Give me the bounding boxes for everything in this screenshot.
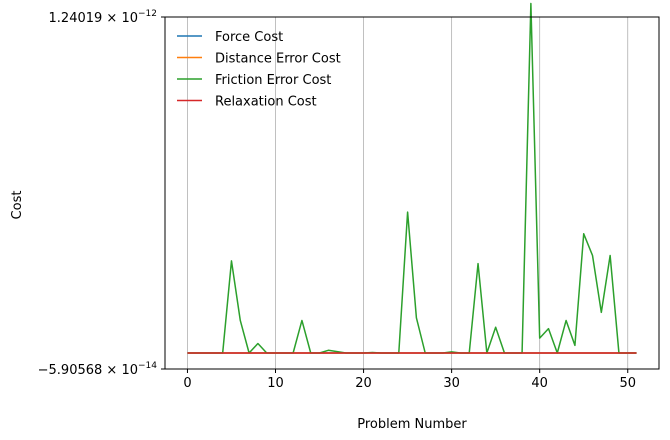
legend-label: Distance Error Cost bbox=[215, 52, 341, 67]
x-tick-label: 0 bbox=[183, 376, 191, 391]
y-tick-mantissa: 1.24019 bbox=[49, 11, 103, 26]
legend: Force Cost Distance Error Cost Friction Er… bbox=[177, 30, 341, 110]
x-tick-label: 30 bbox=[443, 376, 460, 391]
plot-frame bbox=[164, 16, 660, 370]
x-axis-ticks: 0 10 20 30 40 50 bbox=[183, 369, 636, 391]
plot-area bbox=[165, 17, 659, 369]
y-axis-ticks: −5.90568 × 10−141.24019 × 10−12 bbox=[38, 9, 165, 378]
x-tick-label: 50 bbox=[619, 376, 636, 391]
series-line-2 bbox=[187, 2, 637, 354]
y-tick-label: 1.24019 × 10−12 bbox=[49, 9, 157, 26]
x-tick-label: 10 bbox=[267, 376, 284, 391]
y-tick-times: × 10 bbox=[102, 11, 138, 26]
y-tick-times: × 10 bbox=[102, 363, 138, 378]
y-axis-title: Cost bbox=[10, 191, 25, 220]
legend-label: Force Cost bbox=[215, 30, 283, 45]
series-lines bbox=[187, 2, 637, 354]
legend-label: Friction Error Cost bbox=[215, 73, 331, 88]
legend-label: Relaxation Cost bbox=[215, 95, 317, 110]
y-tick-exponent: −14 bbox=[138, 361, 157, 371]
x-gridlines bbox=[187, 17, 629, 369]
x-axis-title: Problem Number bbox=[357, 417, 467, 432]
x-tick-label: 20 bbox=[355, 376, 372, 391]
y-tick-label: −5.90568 × 10−14 bbox=[38, 361, 158, 378]
x-tick-label: 40 bbox=[531, 376, 548, 391]
y-tick-exponent: −12 bbox=[138, 9, 157, 19]
y-tick-mantissa: −5.90568 bbox=[38, 363, 103, 378]
